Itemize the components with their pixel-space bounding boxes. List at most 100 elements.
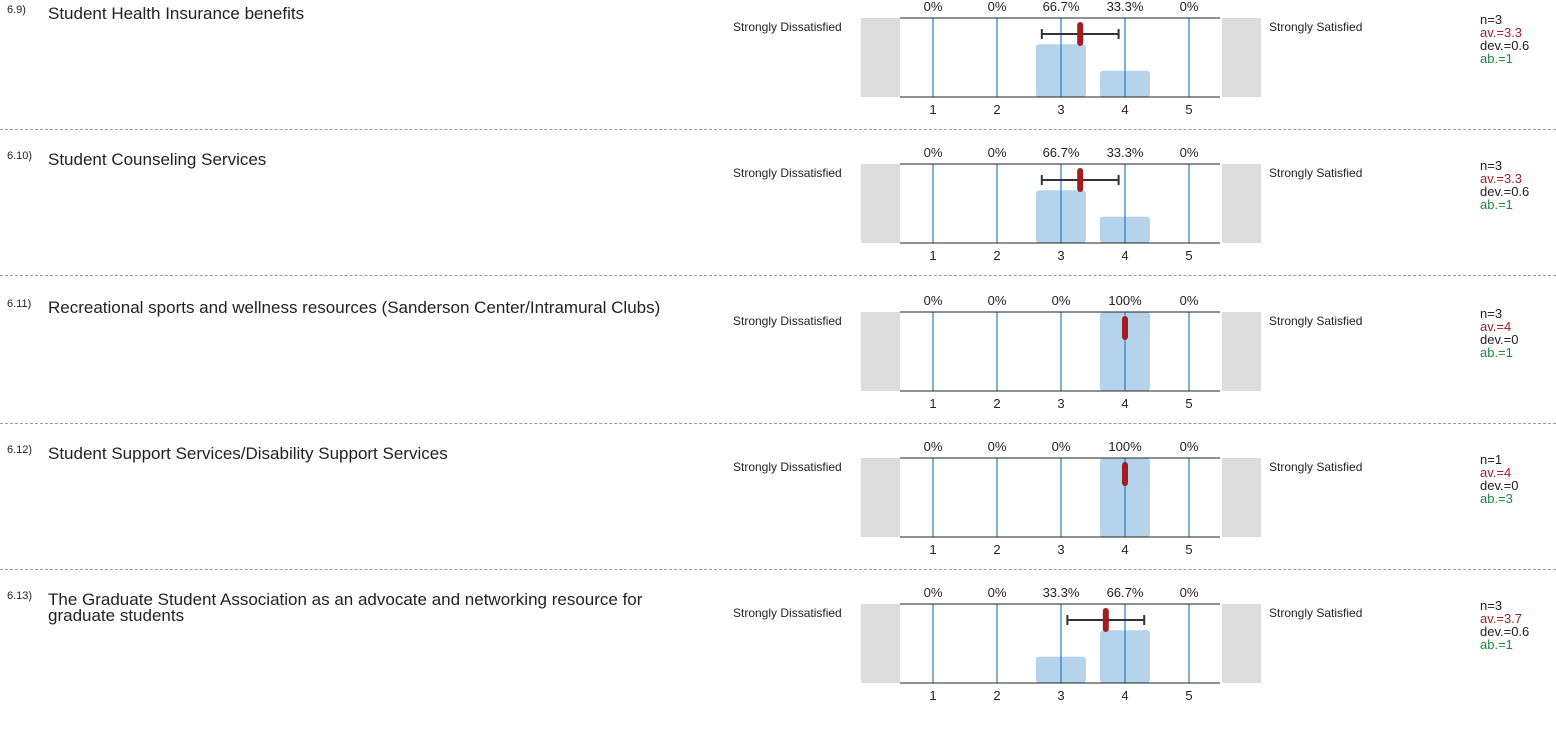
percent-label: 0%	[988, 439, 1007, 454]
question-text: Student Health Insurance benefits	[48, 4, 305, 23]
percent-label: 0%	[924, 145, 943, 160]
percent-label: 0%	[988, 293, 1007, 308]
stat-deviation: dev.=0	[1480, 478, 1519, 493]
scale-tick-label: 2	[993, 248, 1000, 263]
percent-label: 100%	[1108, 439, 1142, 454]
scale-tick-label: 3	[1057, 688, 1064, 703]
stat-n: n=3	[1480, 306, 1503, 321]
stat-abstentions: ab.=1	[1480, 197, 1513, 212]
question-item: 6.9) Student Health Insurance benefits Str…	[0, 0, 1556, 147]
distribution-chart: 0% 0% 66.7% 33.3% 0% 1 2 3 4 5	[900, 0, 1220, 117]
mean-marker	[1077, 168, 1084, 192]
scale-tick-label: 1	[929, 542, 936, 557]
question-text: Student Support Services/Disability Supp…	[48, 444, 448, 463]
distribution-chart: 0% 0% 0% 100% 0% 1 2 3 4 5	[900, 439, 1220, 557]
stat-abstentions: ab.=1	[1480, 637, 1513, 652]
statistics-block: n=3 av.=3.3 dev.=0.6 ab.=1	[1480, 13, 1529, 65]
stat-deviation: dev.=0.6	[1480, 624, 1530, 639]
stat-n: n=1	[1480, 452, 1503, 467]
stat-n: n=3	[1480, 598, 1503, 613]
stat-average: av.=4	[1480, 319, 1512, 334]
distribution-chart: 0% 0% 66.7% 33.3% 0% 1 2 3 4 5	[900, 145, 1220, 263]
scale-right-label: Strongly Satisfied	[1269, 314, 1363, 328]
right-side-box	[1222, 18, 1261, 97]
scale-left-label: Strongly Dissatisfied	[733, 314, 842, 328]
question-text: The Graduate Student Association as an a…	[48, 590, 643, 625]
scale-right-label: Strongly Satisfied	[1269, 606, 1363, 620]
percent-label: 0%	[1180, 293, 1199, 308]
mean-marker	[1122, 316, 1128, 340]
scale-left-label: Strongly Dissatisfied	[733, 166, 842, 180]
right-side-box	[1222, 604, 1261, 683]
question-item: 6.13) The Graduate Student Association as…	[0, 585, 1556, 733]
statistics-block: n=3 av.=4 dev.=0 ab.=1	[1480, 307, 1518, 359]
distribution-chart: 0% 0% 0% 100% 0% 1 2 3 4 5	[900, 293, 1220, 411]
stat-n: n=3	[1480, 158, 1503, 173]
percent-label: 33.3%	[1107, 145, 1144, 160]
stat-average: av.=3.3	[1480, 171, 1523, 186]
scale-tick-label: 2	[993, 102, 1000, 117]
percent-label: 33.3%	[1107, 0, 1144, 14]
mean-marker	[1122, 462, 1128, 486]
question-text: Student Counseling Services	[48, 150, 267, 169]
question-item: 6.10) Student Counseling Services Strongly…	[0, 145, 1556, 293]
percent-label: 100%	[1108, 293, 1142, 308]
scale-tick-label: 2	[993, 542, 1000, 557]
statistics-block: n=3 av.=3.3 dev.=0.6 ab.=1	[1480, 159, 1529, 211]
scale-tick-label: 4	[1121, 688, 1128, 703]
mean-marker	[1102, 608, 1109, 632]
scale-tick-label: 3	[1057, 248, 1064, 263]
percent-label: 0%	[924, 0, 943, 14]
scale-tick-label: 5	[1185, 248, 1192, 263]
statistics-block: n=1 av.=4 dev.=0 ab.=3	[1480, 453, 1518, 505]
right-side-box	[1222, 458, 1261, 537]
stat-average: av.=4	[1480, 465, 1512, 480]
question-number: 6.10)	[7, 150, 33, 162]
scale-tick-label: 2	[993, 396, 1000, 411]
stat-n: n=3	[1480, 12, 1503, 27]
percent-label: 66.7%	[1107, 585, 1144, 600]
scale-tick-label: 5	[1185, 396, 1192, 411]
percent-label: 0%	[1180, 585, 1199, 600]
scale-tick-label: 5	[1185, 688, 1192, 703]
percent-label: 0%	[924, 585, 943, 600]
statistics-block: n=3 av.=3.7 dev.=0.6 ab.=1	[1480, 599, 1529, 651]
distribution-chart: 0% 0% 33.3% 66.7% 0% 1 2 3 4 5	[900, 585, 1220, 703]
scale-tick-label: 2	[993, 688, 1000, 703]
stat-deviation: dev.=0	[1480, 332, 1519, 347]
percent-label: 0%	[988, 585, 1007, 600]
item-divider	[0, 129, 1556, 130]
scale-tick-label: 3	[1057, 396, 1064, 411]
scale-right-label: Strongly Satisfied	[1269, 460, 1363, 474]
question-number: 6.9)	[7, 4, 26, 16]
mean-marker	[1077, 22, 1084, 46]
percent-label: 33.3%	[1043, 585, 1080, 600]
item-divider	[0, 275, 1556, 276]
left-side-box	[861, 164, 900, 243]
percent-label: 0%	[924, 293, 943, 308]
stat-abstentions: ab.=3	[1480, 491, 1513, 506]
left-side-box	[861, 312, 900, 391]
scale-left-label: Strongly Dissatisfied	[733, 20, 842, 34]
question-number: 6.11)	[7, 298, 32, 310]
question-text: Recreational sports and wellness resourc…	[48, 298, 661, 317]
scale-tick-label: 1	[929, 688, 936, 703]
percent-label: 66.7%	[1043, 145, 1080, 160]
percent-label: 0%	[924, 439, 943, 454]
left-side-box	[861, 458, 900, 537]
stat-abstentions: ab.=1	[1480, 51, 1513, 66]
question-item: 6.12) Student Support Services/Disability…	[0, 439, 1556, 587]
question-number: 6.12)	[7, 444, 33, 456]
stat-average: av.=3.7	[1480, 611, 1523, 626]
scale-tick-label: 1	[929, 396, 936, 411]
percent-label: 0%	[1180, 439, 1199, 454]
item-divider	[0, 423, 1556, 424]
percent-label: 0%	[1180, 145, 1199, 160]
scale-tick-label: 4	[1121, 102, 1128, 117]
stat-abstentions: ab.=1	[1480, 345, 1513, 360]
percent-label: 0%	[988, 145, 1007, 160]
scale-left-label: Strongly Dissatisfied	[733, 460, 842, 474]
scale-tick-label: 5	[1185, 542, 1192, 557]
scale-tick-label: 4	[1121, 542, 1128, 557]
percent-label: 0%	[1052, 439, 1071, 454]
